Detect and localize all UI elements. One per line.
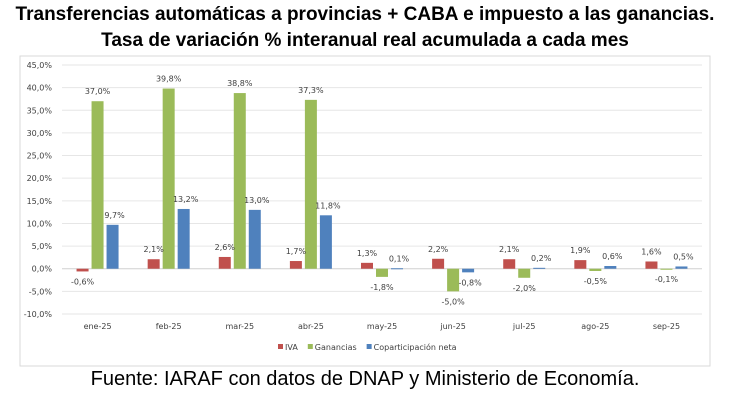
bar-ganancias — [304, 99, 317, 269]
data-label: -1,8% — [370, 283, 394, 292]
y-tick-label: 35,0% — [27, 106, 53, 115]
x-tick-label: jul-25 — [512, 322, 536, 331]
y-tick-label: 10,0% — [27, 219, 53, 228]
data-label: 0,6% — [602, 252, 623, 261]
data-label: 13,0% — [244, 196, 270, 205]
data-label: 37,0% — [85, 87, 111, 96]
bar-ganancias — [589, 268, 602, 271]
legend-label: IVA — [285, 343, 298, 352]
data-label: 11,8% — [315, 201, 341, 210]
data-label: 13,2% — [173, 195, 199, 204]
bar-iva — [432, 258, 445, 269]
y-tick-label: 25,0% — [27, 152, 53, 161]
y-tick-label: 30,0% — [27, 129, 53, 138]
y-tick-label: -5,0% — [29, 287, 53, 296]
y-tick-label: 15,0% — [27, 197, 53, 206]
bar-coparticipacion-neta — [177, 208, 190, 269]
bar-coparticipacion-neta — [106, 224, 119, 269]
chart-title-row: Transferencias automáticas a provincias … — [0, 4, 730, 26]
bar-ganancias — [376, 268, 388, 277]
x-tick-label: sep-25 — [653, 322, 680, 331]
data-label: 38,8% — [227, 79, 253, 88]
y-tick-label: 40,0% — [27, 84, 53, 93]
data-label: 0,2% — [531, 254, 552, 263]
data-label: -5,0% — [442, 297, 466, 306]
y-tick-label: -10,0% — [24, 310, 53, 319]
chart-subtitle: Tasa de variación % interanual real acum… — [101, 30, 629, 51]
bar-ganancias — [447, 268, 460, 292]
bar-coparticipacion-neta — [248, 209, 261, 269]
y-tick-label: 45,0% — [27, 61, 53, 70]
bar-coparticipacion-neta — [391, 268, 403, 270]
legend-label: Coparticipación neta — [374, 342, 457, 352]
data-label: 1,7% — [286, 247, 307, 256]
data-label: 39,8% — [156, 75, 182, 84]
data-label: 9,7% — [104, 211, 125, 220]
bar-iva — [289, 261, 302, 269]
data-label: -0,6% — [71, 277, 95, 286]
legend-swatch — [366, 344, 372, 349]
data-label: 1,3% — [357, 249, 378, 258]
bar-ganancias — [660, 268, 673, 270]
legend-swatch — [307, 344, 313, 349]
chart-subtitle-row: Tasa de variación % interanual real acum… — [0, 30, 730, 52]
bar-ganancias — [162, 88, 175, 269]
bar-iva — [361, 262, 373, 269]
bar-coparticipacion-neta — [533, 267, 546, 269]
x-tick-label: jun-25 — [439, 322, 465, 331]
bar-iva — [76, 268, 89, 272]
y-tick-label: 0,0% — [32, 265, 53, 274]
y-tick-label: 5,0% — [32, 242, 53, 251]
data-label: -0,5% — [584, 277, 608, 286]
bar-iva — [645, 261, 658, 269]
x-tick-label: ene-25 — [84, 322, 112, 331]
bar-coparticipacion-neta — [675, 266, 688, 269]
data-label: 1,6% — [641, 247, 662, 256]
data-label: -2,0% — [513, 284, 537, 293]
bar-ganancias — [91, 101, 104, 269]
x-tick-label: feb-25 — [156, 322, 182, 331]
bar-iva — [218, 256, 231, 269]
y-tick-label: 20,0% — [27, 174, 53, 183]
bar-coparticipacion-neta — [604, 266, 617, 269]
data-label: -0,8% — [459, 278, 483, 287]
data-label: 1,9% — [570, 246, 591, 255]
data-label: 2,2% — [428, 245, 449, 254]
data-label: 37,3% — [298, 86, 324, 95]
chart-frame — [19, 55, 711, 367]
x-tick-label: may-25 — [367, 322, 397, 331]
source-row: Fuente: IARAF con datos de DNAP y Minist… — [0, 368, 730, 391]
chart-title: Transferencias automáticas a provincias … — [15, 4, 715, 25]
bar-ganancias — [518, 268, 531, 278]
x-tick-label: ago-25 — [581, 322, 609, 331]
bar-iva — [574, 260, 587, 269]
bar-coparticipacion-neta — [319, 215, 332, 269]
x-tick-label: abr-25 — [298, 322, 324, 331]
data-label: 2,1% — [144, 245, 165, 254]
x-tick-label: mar-25 — [226, 322, 255, 331]
data-label: -0,1% — [655, 275, 679, 284]
bar-iva — [503, 259, 516, 269]
data-label: 0,1% — [389, 254, 410, 263]
bar-iva — [147, 259, 160, 269]
legend-swatch — [278, 344, 283, 349]
data-label: 2,6% — [215, 243, 236, 252]
data-label: 2,1% — [499, 245, 520, 254]
legend-label: Ganancias — [315, 343, 357, 352]
data-label: 0,5% — [673, 252, 694, 261]
bar-coparticipacion-neta — [462, 268, 475, 273]
bar-ganancias — [233, 93, 246, 269]
source-note: Fuente: IARAF con datos de DNAP y Minist… — [90, 368, 640, 390]
